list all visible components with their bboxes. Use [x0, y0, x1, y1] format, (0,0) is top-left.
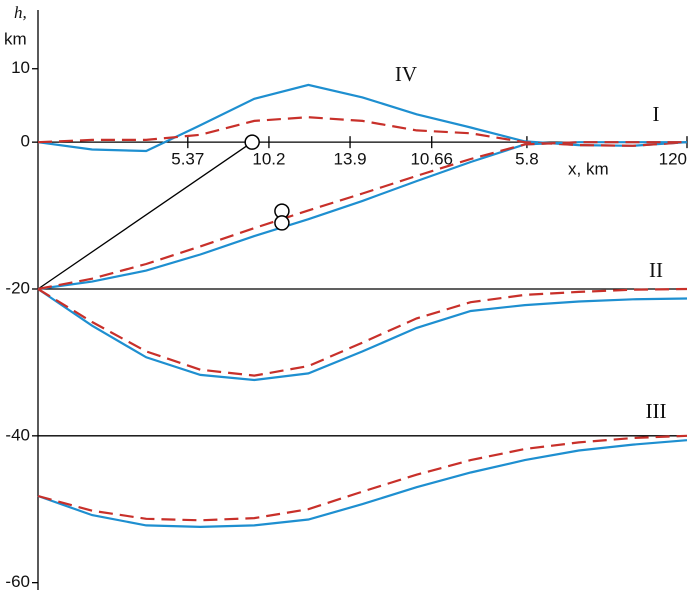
series-line	[37, 287, 688, 377]
x-tick-label: 10.66	[410, 150, 453, 169]
x-tick-label: 5.8	[515, 150, 539, 169]
series-line	[37, 116, 688, 147]
marker	[274, 215, 290, 231]
marker	[244, 134, 260, 150]
annotation: I	[653, 102, 660, 126]
y-tick-label: 0	[21, 132, 30, 151]
annotation: IV	[395, 62, 417, 86]
segment	[37, 141, 253, 290]
series-line	[37, 434, 688, 522]
y-tick-label: -60	[5, 572, 30, 591]
y-axis-label: km	[4, 29, 27, 48]
y-tick-label: -20	[5, 278, 30, 297]
x-tick-label: 120	[659, 150, 687, 169]
y-axis-label: h,	[14, 3, 27, 22]
annotation: II	[649, 258, 663, 282]
y-tick-label: -40	[5, 425, 30, 444]
x-tick-label: 10.2	[252, 150, 285, 169]
series-line	[37, 141, 687, 291]
series-line	[37, 288, 688, 382]
x-tick-label: 13.9	[334, 150, 367, 169]
x-axis-label: x, km	[568, 159, 609, 178]
series-line	[37, 439, 688, 529]
series-line	[37, 83, 688, 153]
y-tick-label: 10	[11, 58, 30, 77]
x-tick-label: 5.37	[171, 150, 204, 169]
annotation: III	[646, 399, 667, 423]
series-line	[37, 141, 687, 291]
